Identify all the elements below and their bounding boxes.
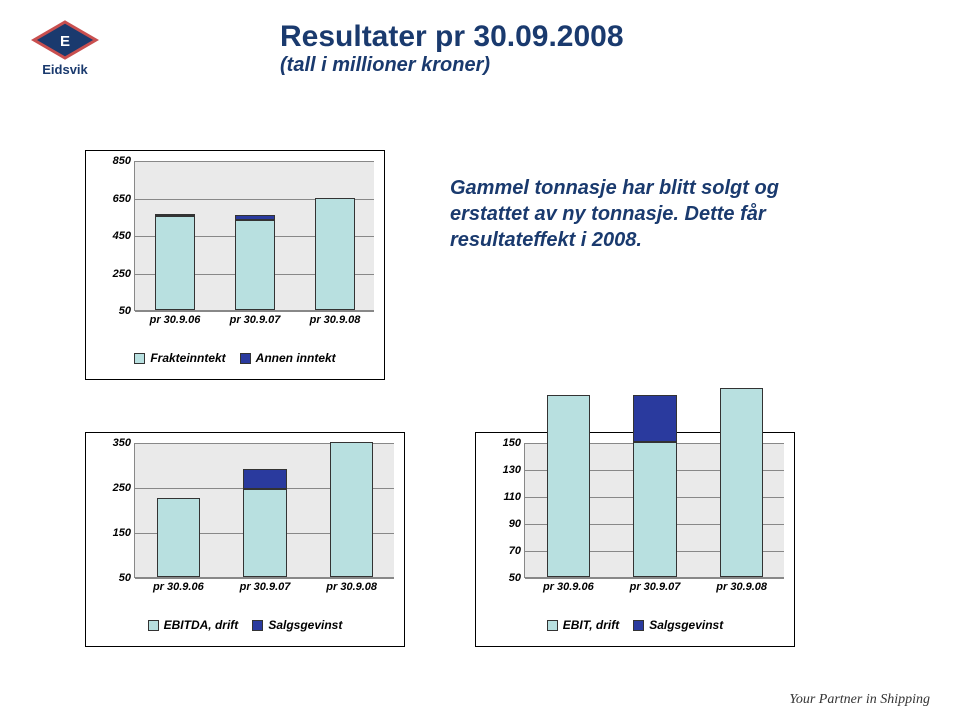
- legend-swatch: [240, 353, 251, 364]
- bar-segment: [157, 498, 200, 577]
- y-tick-label: 110: [503, 491, 525, 503]
- x-tick-label: pr 30.9.06: [150, 310, 201, 326]
- legend-swatch: [547, 620, 558, 631]
- legend-item: Annen inntekt: [240, 351, 336, 365]
- y-tick-label: 50: [119, 572, 135, 584]
- bar-segment: [315, 198, 355, 311]
- bar-segment: [633, 442, 676, 577]
- bar-segment: [155, 216, 195, 310]
- brand-logo: E Eidsvik: [30, 20, 100, 77]
- legend-swatch: [252, 620, 263, 631]
- y-tick-label: 50: [509, 572, 525, 584]
- bar-group: [633, 395, 676, 577]
- title-main: Resultater pr 30.09.2008: [280, 20, 880, 54]
- chart-ebitda: 50 150 250 350 pr 30.9.06 pr 30.9.07 pr 30.9.0…: [85, 432, 405, 647]
- y-tick-label: 150: [503, 437, 525, 449]
- legend-label: EBITDA, drift: [164, 618, 239, 632]
- x-tick-label: pr 30.9.08: [326, 577, 377, 593]
- legend-swatch: [148, 620, 159, 631]
- y-tick-label: 450: [113, 230, 135, 242]
- legend-item: Frakteinntekt: [134, 351, 225, 365]
- chart-ebitda-plot: 50150250350pr 30.9.06pr 30.9.07pr 30.9.0…: [134, 443, 394, 578]
- footer-tagline: Your Partner in Shipping: [789, 692, 930, 708]
- legend-swatch: [633, 620, 644, 631]
- legend-label: EBIT, drift: [563, 618, 619, 632]
- x-tick-label: pr 30.9.07: [230, 310, 281, 326]
- chart-revenue-plot: 50250450650850pr 30.9.06pr 30.9.07pr 30.…: [134, 161, 374, 311]
- bar-group: [547, 395, 590, 577]
- svg-text:E: E: [60, 33, 70, 50]
- y-tick-label: 350: [113, 437, 135, 449]
- bar-group: [235, 215, 275, 310]
- x-tick-label: pr 30.9.08: [716, 577, 767, 593]
- legend-item: EBIT, drift: [547, 618, 619, 632]
- y-tick-label: 150: [113, 527, 135, 539]
- bar-segment: [330, 442, 373, 577]
- y-tick-label: 250: [113, 268, 135, 280]
- x-tick-label: pr 30.9.08: [310, 310, 361, 326]
- bar-group: [315, 198, 355, 311]
- chart-ebit-plot: 507090110130150pr 30.9.06pr 30.9.07pr 30…: [524, 443, 784, 578]
- bar-group: [720, 388, 763, 577]
- bar-segment: [720, 388, 763, 577]
- bar-segment: [243, 489, 286, 577]
- bar-segment: [633, 395, 676, 442]
- legend-swatch: [134, 353, 145, 364]
- bar-segment: [243, 469, 286, 489]
- legend-item: EBITDA, drift: [148, 618, 239, 632]
- logo-diamond-icon: E: [30, 20, 100, 60]
- y-tick-label: 130: [503, 464, 525, 476]
- legend-item: Salgsgevinst: [252, 618, 342, 632]
- y-tick-label: 90: [509, 518, 525, 530]
- bar-group: [157, 498, 200, 577]
- legend-label: Salgsgevinst: [268, 618, 342, 632]
- y-tick-label: 250: [113, 482, 135, 494]
- bar-group: [330, 442, 373, 577]
- chart-revenue: 50 250 450 650 850 pr 30.9.06 pr 30.9.07 pr 30.…: [85, 150, 385, 380]
- x-tick-label: pr 30.9.06: [153, 577, 204, 593]
- x-tick-label: pr 30.9.06: [543, 577, 594, 593]
- bar-segment: [235, 220, 275, 310]
- legend-label: Salgsgevinst: [649, 618, 723, 632]
- bar-segment: [547, 395, 590, 577]
- title-sub: (tall i millioner kroner): [280, 54, 880, 77]
- description-text: Gammel tonnasje har blitt solgt og ersta…: [450, 175, 850, 253]
- chart-ebit: 50 70 90 110 130 150 pr 30.9.06 pr 30.9.07 pr 30…: [475, 432, 795, 647]
- legend-item: Salgsgevinst: [633, 618, 723, 632]
- y-tick-label: 650: [113, 193, 135, 205]
- chart-ebitda-legend: EBITDA, drift Salgsgevinst: [96, 618, 394, 632]
- x-tick-label: pr 30.9.07: [240, 577, 291, 593]
- bar-group: [243, 469, 286, 577]
- chart-ebit-legend: EBIT, drift Salgsgevinst: [486, 618, 784, 632]
- y-tick-label: 70: [509, 545, 525, 557]
- legend-label: Frakteinntekt: [150, 351, 225, 365]
- bar-group: [155, 214, 195, 310]
- brand-name: Eidsvik: [30, 62, 100, 77]
- y-tick-label: 50: [119, 305, 135, 317]
- y-tick-label: 850: [113, 155, 135, 167]
- chart-revenue-legend: Frakteinntekt Annen inntekt: [96, 351, 374, 365]
- page-title: Resultater pr 30.09.2008 (tall i million…: [280, 20, 880, 77]
- x-tick-label: pr 30.9.07: [630, 577, 681, 593]
- legend-label: Annen inntekt: [256, 351, 336, 365]
